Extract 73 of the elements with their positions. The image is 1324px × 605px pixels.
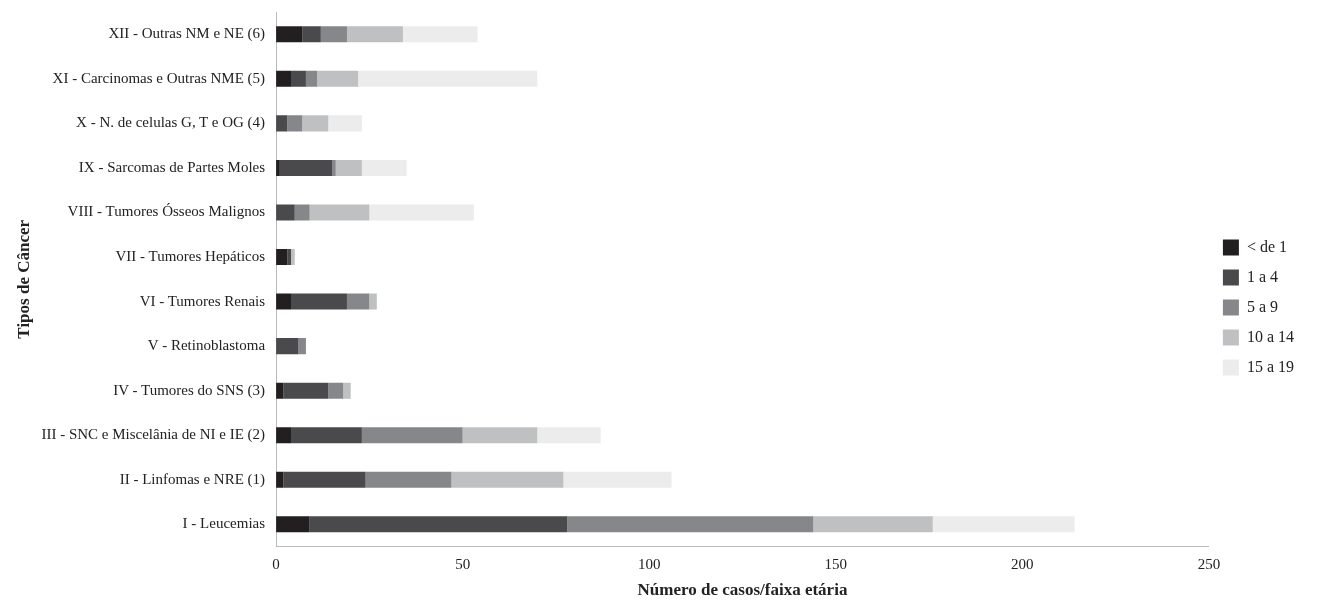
y-tick-label: I - Leucemias	[182, 515, 266, 532]
legend-label: 10 a 14	[1246, 327, 1295, 345]
bar	[302, 26, 321, 43]
bar	[287, 249, 291, 266]
bar	[365, 471, 452, 488]
bar	[276, 471, 284, 488]
bar	[563, 471, 672, 488]
y-tick-label: VII - Tumores Hepáticos	[115, 247, 266, 264]
y-tick-label: II - Linfomas e NRE (1)	[119, 470, 266, 488]
bar	[462, 427, 538, 444]
bar	[276, 427, 291, 444]
bar	[302, 115, 329, 132]
y-tick-label: III - SNC e Miscelânia de NI e IE (2)	[41, 426, 266, 444]
bar	[276, 70, 291, 87]
y-tick-label: IX - Sarcomas de Partes Moles	[78, 158, 266, 175]
y-tick-label: V - Retinoblastoma	[147, 337, 266, 354]
bar	[276, 382, 284, 399]
bar	[283, 382, 329, 399]
y-tick-label: VIII - Tumores Ósseos Malignos	[67, 203, 266, 220]
bar	[309, 204, 370, 221]
x-tick-label: 0	[272, 555, 280, 572]
bar	[328, 382, 344, 399]
x-tick-label: 250	[1197, 555, 1221, 572]
bar	[276, 204, 295, 221]
bar	[279, 159, 333, 176]
legend-label: 5 a 9	[1246, 297, 1279, 315]
bar	[332, 159, 336, 176]
bar	[932, 516, 1075, 533]
x-tick-label: 200	[1011, 555, 1034, 572]
bar	[567, 516, 814, 533]
bar	[328, 115, 362, 132]
bar	[320, 26, 347, 43]
bar	[290, 70, 306, 87]
bar	[346, 293, 370, 310]
legend-label: 15 a 19	[1246, 357, 1295, 375]
bar	[537, 427, 601, 444]
bar	[276, 26, 303, 43]
bar	[305, 70, 318, 87]
bar	[298, 338, 306, 355]
bar	[369, 204, 474, 221]
legend-label: 1 a 4	[1246, 267, 1279, 285]
y-tick-label: VI - Tumores Renais	[139, 292, 266, 309]
bar	[287, 115, 303, 132]
bar	[294, 204, 310, 221]
x-tick-label: 50	[455, 555, 471, 572]
legend-label: < de 1	[1246, 237, 1288, 255]
bar	[451, 471, 564, 488]
bar	[346, 26, 403, 43]
y-axis-title: Tipos de Câncer	[13, 219, 33, 339]
bar	[361, 427, 463, 444]
bar	[358, 70, 538, 87]
x-tick-label: 100	[637, 555, 661, 572]
bar	[290, 293, 347, 310]
y-tick-label: XII - Outras NM e NE (6)	[108, 25, 266, 43]
bar	[335, 159, 362, 176]
bar	[343, 382, 351, 399]
y-tick-label: X - N. de celulas G, T e OG (4)	[76, 114, 266, 132]
bar	[276, 338, 299, 355]
y-tick-label: XI - Carcinomas e Outras NME (5)	[52, 69, 266, 87]
bar	[276, 516, 310, 533]
bar	[309, 516, 568, 533]
x-axis-title: Número de casos/faixa etária	[637, 580, 848, 600]
bar	[290, 249, 295, 266]
x-tick-label: 150	[824, 555, 848, 572]
bar	[402, 26, 478, 43]
bar	[813, 516, 933, 533]
bar	[283, 471, 366, 488]
bar	[369, 293, 377, 310]
y-tick-label: IV - Tumores do SNS (3)	[113, 381, 266, 399]
bar	[276, 293, 291, 310]
bar	[290, 427, 362, 444]
bar	[317, 70, 359, 87]
bar	[361, 159, 407, 176]
